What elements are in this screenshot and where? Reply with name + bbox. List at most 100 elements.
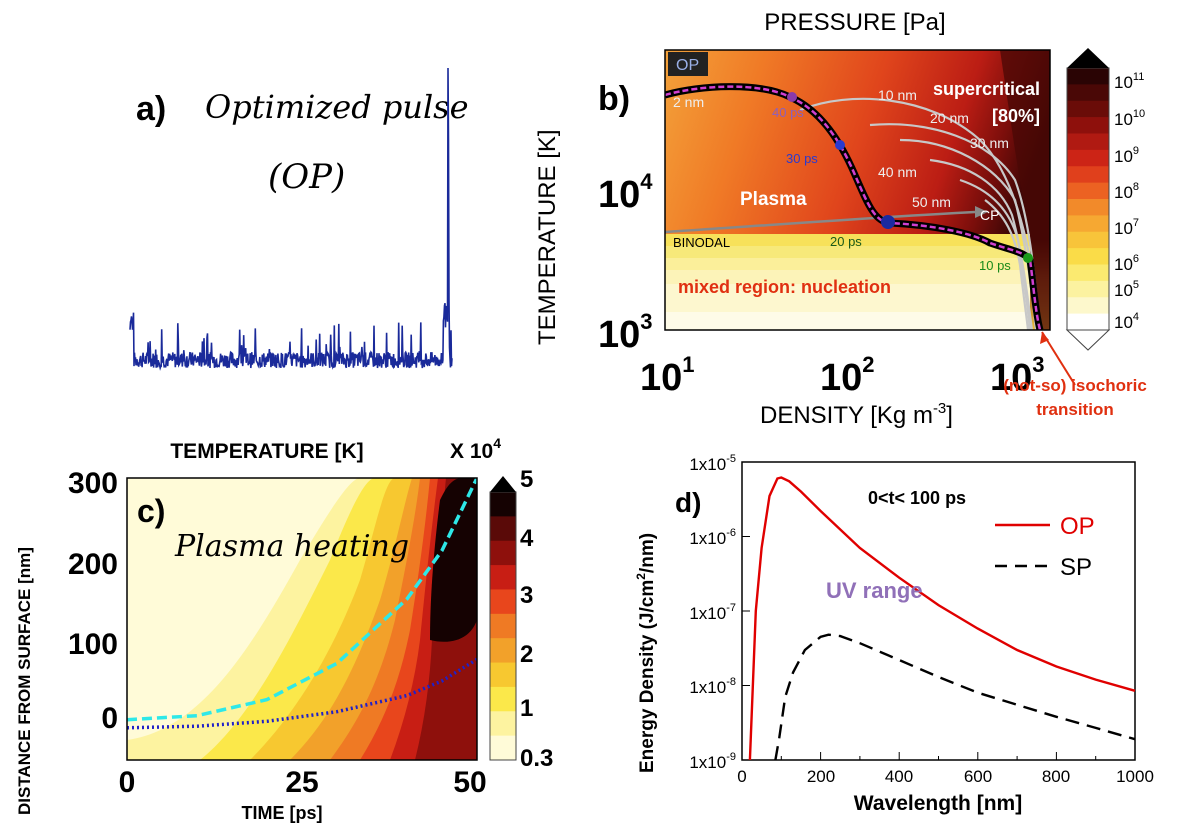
isochoric-label-1: (not-so) isochoric [1003, 376, 1147, 395]
colorbar-b-level-4 [1067, 133, 1109, 151]
panel-b-colorbar-ticks: 1011 1010 109 108 107 106 105 104 [1114, 71, 1145, 332]
time-label-40ps: 40 ps [772, 105, 804, 120]
c-xtick-50: 50 [453, 766, 486, 799]
plasma-label: Plasma [740, 189, 807, 210]
panel-b-colorbar [1065, 48, 1111, 351]
time-label-30ps: 30 ps [786, 151, 818, 166]
uv-range-label: UV range [826, 578, 923, 603]
b-cbar-tick-5: 105 [1114, 279, 1139, 300]
time-label-20ps: 20 ps [830, 234, 862, 249]
panel-c: TEMPERATURE [K] X 104 c) Plasma heating … [15, 435, 553, 823]
d-xtick-400: 400 [885, 767, 913, 786]
panel-c-ylabel: DISTANCE FROM SURFACE [nm] [15, 547, 34, 815]
cp-label: CP [980, 207, 999, 223]
temp-level-9 [430, 478, 477, 642]
time-label-10ps: 10 ps [979, 258, 1011, 273]
time-marker-10ps [1023, 253, 1033, 263]
b-cbar-tick-10: 1010 [1114, 108, 1145, 129]
supercritical-pct: [80%] [992, 106, 1040, 126]
mixed-stripe-6 [665, 312, 1030, 330]
colorbar-c-level-8 [490, 686, 516, 712]
panel-d-xticks: 0 200 400 600 800 1000 [737, 767, 1154, 786]
mixed-stripe-5 [665, 284, 1030, 312]
panel-d-ylabel: Energy Density (J/cm2/nm) [634, 533, 658, 773]
c-ytick-100: 100 [68, 628, 118, 661]
panel-c-xlabel: TIME [ps] [242, 803, 323, 823]
pressure-high-band [1000, 50, 1050, 330]
panel-b-yticks: 104 103 [598, 169, 653, 356]
panel-d-legend: OP SP [995, 513, 1095, 581]
c-ytick-0: 0 [101, 702, 118, 735]
time-window-label: 0<t< 100 ps [868, 488, 966, 508]
mixed-stripe-2 [665, 246, 1030, 258]
c-cbar-tick-5: 5 [520, 466, 533, 493]
colorbar-b-level-11 [1067, 248, 1109, 265]
isochoric-arrowhead [1040, 332, 1049, 344]
depth-label-40nm: 40 nm [878, 164, 917, 180]
d-ytick-1e-9: 1x10-9 [689, 751, 736, 772]
isochoric-label-2: transition [1036, 400, 1113, 419]
colorbar-b-level-6 [1067, 166, 1109, 184]
binodal-label: BINODAL [673, 235, 730, 250]
mixed-stripe-4 [665, 270, 1030, 284]
mixed-stripe-3 [665, 258, 1030, 270]
panel-d-xlabel: Wavelength [nm] [854, 792, 1022, 815]
colorbar-b-top-arrow [1067, 48, 1109, 68]
panel-a-letter: a) [136, 90, 166, 128]
c-cbar-tick-0-3: 0.3 [520, 745, 553, 772]
colorbar-b-level-3 [1067, 117, 1109, 134]
panel-c-colorbar-title: X 104 [450, 435, 501, 463]
time-marker-30ps [835, 140, 845, 150]
b-xtick-3: 103 [990, 352, 1045, 399]
panel-b-title: PRESSURE [Pa] [764, 9, 945, 36]
panel-d-letter: d) [675, 487, 701, 518]
colorbar-b-level-1 [1067, 84, 1109, 102]
panel-a: a) Optimized pulse (OP) [129, 67, 469, 371]
panel-c-title: TEMPERATURE [K] [170, 440, 363, 463]
colorbar-c-level-3 [490, 565, 516, 590]
surface-dotted-curve [127, 657, 477, 730]
binodal-curve [665, 210, 976, 234]
mixed-region-label: mixed region: nucleation [678, 277, 891, 297]
d-xtick-1000: 1000 [1116, 767, 1154, 786]
colorbar-b-level-5 [1067, 149, 1109, 167]
b-ytick-1e4: 104 [598, 169, 653, 216]
b-ytick-1e3: 103 [598, 309, 653, 356]
op-tag-bg [668, 52, 708, 76]
panel-a-title: Optimized pulse [205, 88, 469, 126]
colorbar-b-level-15 [1067, 313, 1109, 331]
panel-b-xlabel: DENSITY [Kg m-3] [760, 400, 953, 429]
c-xtick-25: 25 [285, 766, 318, 799]
d-xtick-800: 800 [1042, 767, 1070, 786]
sp-spectrum-line [774, 633, 1136, 761]
colorbar-b-level-0 [1067, 68, 1109, 85]
depth-label-20nm: 20 nm [930, 110, 969, 126]
b-xtick-2: 102 [820, 352, 875, 399]
colorbar-c-level-7 [490, 662, 516, 688]
c-cbar-tick-3: 3 [520, 582, 533, 609]
cp-arrow [975, 206, 988, 218]
panel-d: d) 0<t< 100 ps UV range OP SP 1x10-5 1x1… [634, 453, 1154, 815]
colorbar-c-level-2 [490, 540, 516, 566]
depth-label-30nm: 30 nm [970, 135, 1009, 151]
b-cbar-tick-9: 109 [1114, 145, 1139, 166]
time-marker-40ps [787, 92, 797, 102]
b-cbar-tick-4: 104 [1114, 311, 1139, 332]
panel-b-frame [664, 49, 1051, 331]
colorbar-b-level-8 [1067, 199, 1109, 216]
colorbar-c-level-1 [490, 516, 516, 542]
pressure-map [665, 50, 1050, 330]
panel-d-yticks: 1x10-5 1x10-6 1x10-7 1x10-8 1x10-9 [689, 453, 736, 772]
panel-c-colorbar [489, 476, 517, 761]
c-cbar-tick-1: 1 [520, 695, 533, 722]
c-xtick-0: 0 [119, 766, 136, 799]
colorbar-c-level-9 [490, 711, 516, 737]
panel-b: PRESSURE [Pa] [534, 9, 1147, 429]
d-xtick-200: 200 [807, 767, 835, 786]
panel-d-tickmarks [741, 461, 1136, 761]
supercritical-label: supercritical [933, 79, 1040, 99]
colorbar-b-level-7 [1067, 182, 1109, 200]
d-xtick-600: 600 [964, 767, 992, 786]
depth-label-2nm: 2 nm [673, 94, 704, 110]
